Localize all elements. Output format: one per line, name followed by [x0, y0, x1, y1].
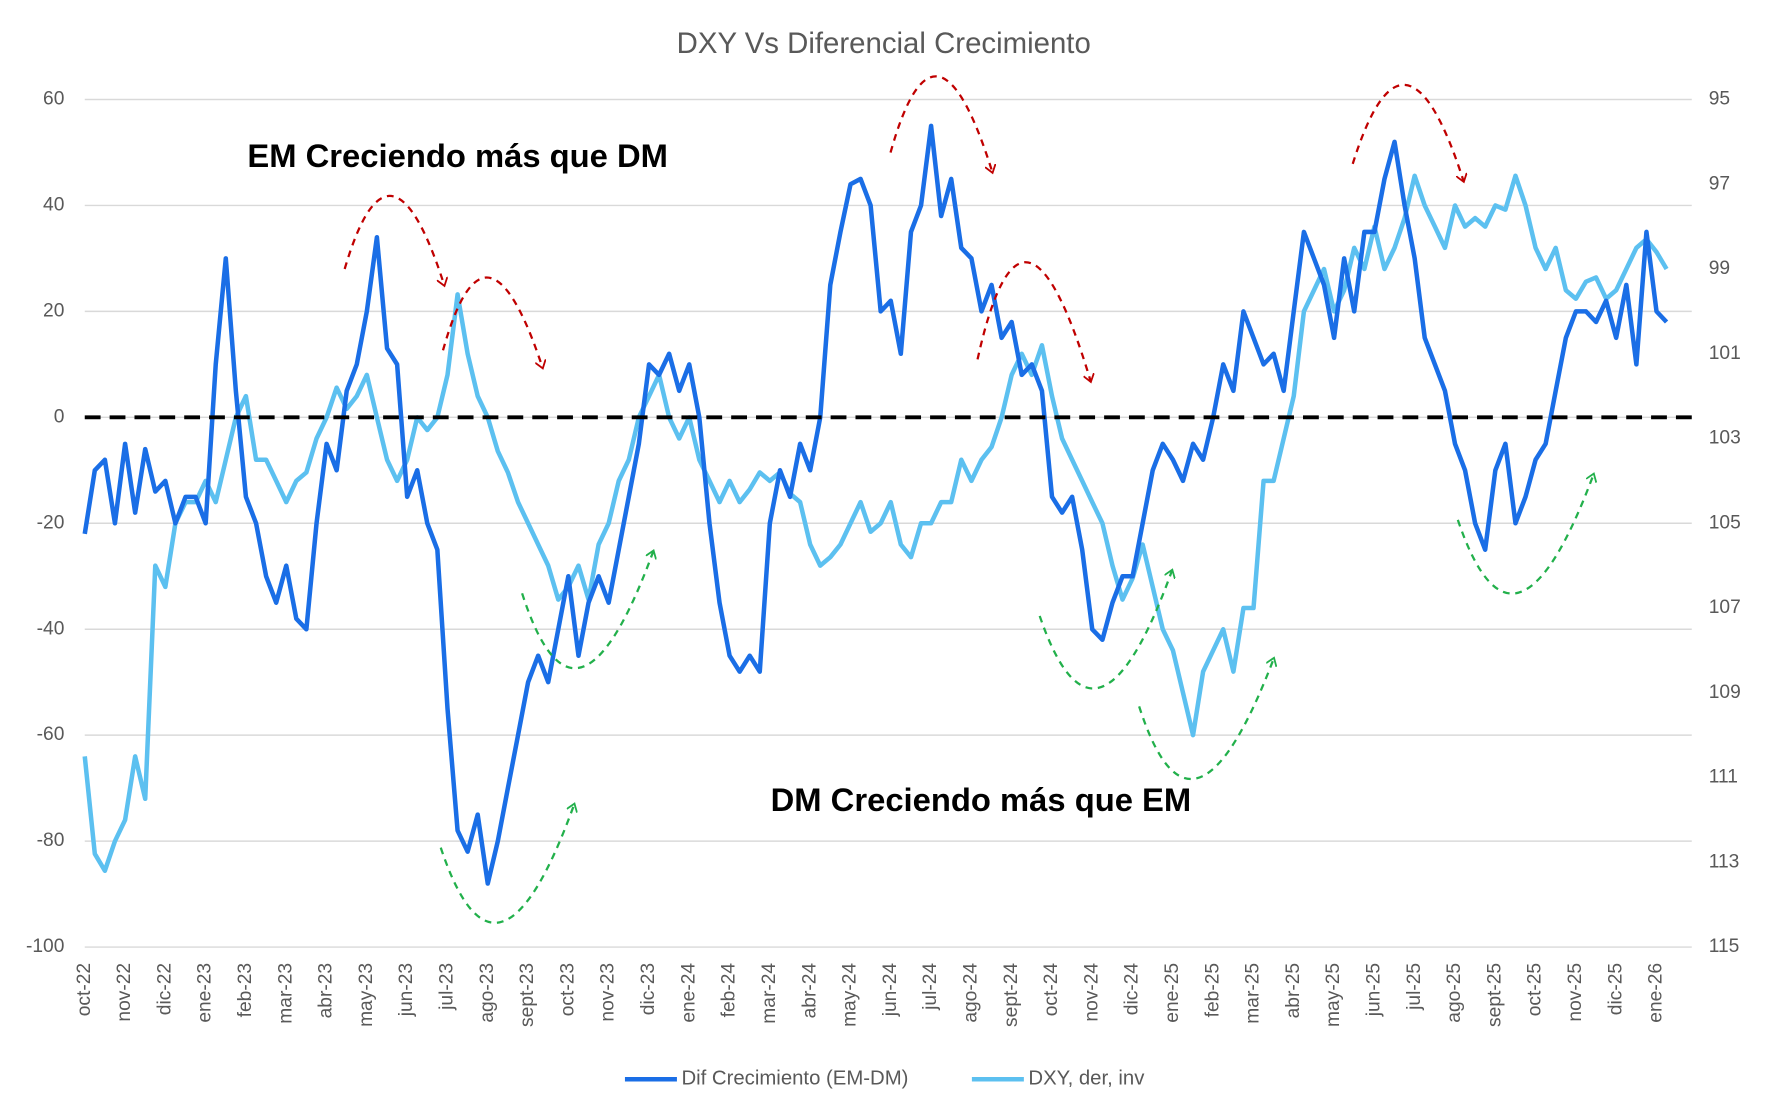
y-tick-label: -100: [26, 936, 64, 957]
trend-arrows: [343, 75, 1594, 924]
x-tick-label: ago-23: [477, 963, 498, 1023]
arrow: [1138, 659, 1273, 781]
legend: Dif Crecimiento (EM-DM) DXY, der, inv: [624, 1068, 1145, 1090]
arrow: [1456, 475, 1594, 595]
x-tick-label: jun-23: [396, 963, 417, 1017]
y-tick-label: 0: [54, 406, 65, 427]
y2-tick-label: 101: [1709, 343, 1741, 364]
y2-tick-label: 107: [1709, 597, 1741, 618]
y2-tick-label: 105: [1709, 512, 1741, 533]
y2-tick-label: 113: [1709, 851, 1740, 872]
x-tick-label: sept-24: [1001, 963, 1022, 1027]
x-tick-label: jul-25: [1404, 963, 1425, 1011]
y2-tick-label: 111: [1709, 767, 1738, 788]
y2-tick-label: 103: [1709, 428, 1741, 449]
series-line: [82, 123, 1669, 886]
x-tick-label: oct-22: [74, 963, 95, 1016]
x-tick-label: ene-24: [678, 963, 699, 1023]
y-tick-label: 20: [43, 300, 64, 321]
x-tick-label: dic-25: [1605, 963, 1626, 1015]
x-tick-label: nov-24: [1081, 963, 1102, 1022]
arrow: [889, 75, 993, 171]
arrow: [441, 276, 542, 368]
x-tick-label: abr-25: [1283, 963, 1304, 1019]
arrow: [976, 261, 1091, 381]
x-tick-label: oct-24: [1041, 963, 1062, 1017]
arrow: [343, 194, 444, 285]
x-tick-label: dic-23: [638, 963, 659, 1015]
y2-tick-label: 99: [1709, 258, 1730, 279]
x-tick-label: ene-26: [1646, 963, 1667, 1023]
chart-title: DXY Vs Diferencial Crecimiento: [677, 27, 1091, 60]
y-tick-label: -40: [37, 618, 65, 639]
annotation: EM Creciendo más que DM: [247, 137, 668, 174]
x-tick-label: sept-23: [517, 963, 538, 1027]
x-tick-label: jun-24: [880, 963, 901, 1018]
grid: -100 -80 -60 -40 -20 0 20 40 60 115 113 111 109 107 10…: [26, 89, 1741, 1027]
y2-tick-label: 115: [1709, 936, 1740, 957]
x-tick-label: mar-24: [759, 963, 780, 1024]
annotation: DM Creciendo más que EM: [771, 781, 1192, 818]
x-tick-label: ene-23: [195, 963, 216, 1023]
x-tick-label: feb-24: [719, 963, 740, 1018]
arrow: [521, 552, 653, 670]
x-tick-label: nov-25: [1565, 963, 1586, 1022]
x-tick-label: nov-22: [114, 963, 135, 1022]
x-tick-label: dic-24: [1122, 963, 1143, 1016]
arrow: [1351, 83, 1464, 181]
x-tick-label: may-23: [356, 963, 377, 1027]
y-tick-label: 40: [43, 195, 64, 216]
x-tick-label: ago-24: [960, 963, 981, 1023]
x-tick-label: sept-25: [1484, 963, 1505, 1027]
y2-tick-label: 95: [1709, 89, 1730, 110]
y-tick-label: -20: [37, 512, 65, 533]
x-tick-label: nov-23: [598, 963, 619, 1022]
plot-lines: [82, 123, 1692, 886]
x-tick-label: may-24: [840, 963, 861, 1027]
x-tick-label: jun-25: [1363, 963, 1384, 1017]
x-tick-label: feb-25: [1202, 963, 1223, 1017]
y-tick-label: 60: [43, 89, 64, 110]
x-tick-label: feb-23: [235, 963, 256, 1017]
x-tick-label: may-25: [1323, 963, 1344, 1027]
y2-tick-label: 97: [1709, 173, 1730, 194]
arrow: [439, 805, 574, 924]
x-tick-label: jul-24: [920, 963, 941, 1011]
x-tick-label: oct-25: [1525, 963, 1546, 1016]
y-tick-label: -80: [37, 830, 65, 851]
x-tick-label: ene-25: [1162, 963, 1183, 1023]
arrow: [1038, 571, 1172, 690]
legend-label: DXY, der, inv: [1028, 1068, 1145, 1090]
x-tick-label: mar-25: [1243, 963, 1264, 1024]
x-tick-label: ago-25: [1444, 963, 1465, 1023]
x-tick-label: dic-22: [154, 963, 175, 1015]
y-tick-label: -60: [37, 724, 65, 745]
x-tick-label: jul-23: [437, 963, 458, 1011]
x-tick-label: mar-23: [275, 963, 296, 1024]
series-line: [82, 173, 1669, 874]
x-tick-label: abr-23: [316, 963, 337, 1019]
y2-tick-label: 109: [1709, 682, 1741, 703]
legend-label: Dif Crecimiento (EM-DM): [681, 1068, 908, 1090]
x-tick-label: oct-23: [557, 963, 578, 1016]
x-tick-label: abr-24: [799, 963, 820, 1019]
